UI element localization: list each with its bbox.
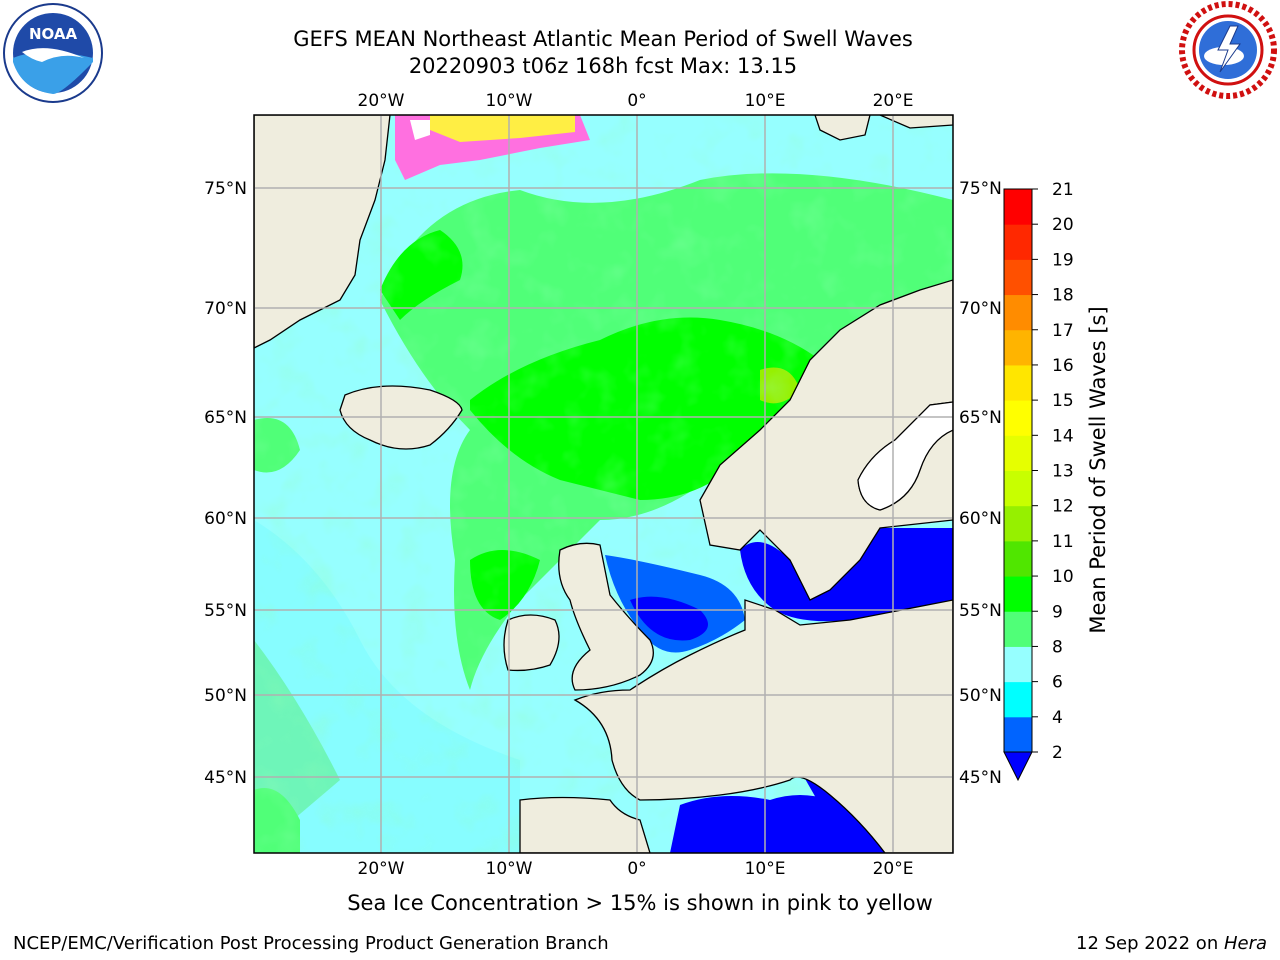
lon-label: 0°	[627, 91, 646, 111]
lat-label: 55°N	[959, 601, 1002, 621]
colorbar-tick-label: 16	[1052, 356, 1074, 376]
footer-machine: Hera	[1223, 933, 1267, 954]
lon-label: 10°W	[486, 859, 533, 879]
lat-label: 65°N	[959, 408, 1002, 428]
lon-label: 10°E	[745, 91, 786, 111]
footer-date: 12 Sep 2022 on Hera	[1076, 933, 1267, 954]
colorbar-tick-label: 9	[1052, 602, 1063, 622]
lon-label: 10°W	[486, 91, 533, 111]
colorbar-segment	[1004, 470, 1032, 507]
lat-label: 45°N	[959, 768, 1002, 788]
lat-label: 55°N	[204, 601, 247, 621]
lat-label: 50°N	[959, 686, 1002, 706]
map-frame	[253, 114, 954, 854]
graticule	[254, 115, 953, 853]
national-weather-service-logo	[1178, 0, 1278, 100]
map-subtitle: 20220903 t06z 168h fcst Max: 13.15	[408, 54, 798, 78]
colorbar-segment	[1004, 576, 1032, 612]
colorbar-segment	[1004, 540, 1032, 577]
north-sea-low-swell	[605, 555, 745, 653]
lon-label: 20°W	[358, 859, 405, 879]
colorbar-extend-arrow	[1003, 751, 1033, 782]
colorbar-tick-label: 12	[1052, 497, 1074, 517]
colorbar-segment	[1004, 505, 1032, 542]
colorbar-segment	[1004, 294, 1032, 331]
ireland	[503, 614, 560, 672]
colorbar-segment	[1004, 224, 1032, 260]
lat-label: 60°N	[959, 509, 1002, 529]
lat-label: 70°N	[959, 299, 1002, 319]
colorbar-tick-label: 2	[1052, 743, 1063, 763]
colorbar-tick-label: 17	[1052, 321, 1074, 341]
lat-label: 75°N	[204, 179, 247, 199]
sea-ice-region	[395, 115, 590, 180]
colorbar-tick-label: 21	[1052, 180, 1074, 200]
colorbar-tick-label: 15	[1052, 391, 1074, 411]
colorbar-segment	[1004, 400, 1032, 436]
svalbard-east	[879, 115, 953, 129]
lat-label: 45°N	[204, 768, 247, 788]
colorbar-segment	[1004, 435, 1032, 471]
colorbar-segment	[1004, 681, 1032, 718]
lon-label: 20°W	[358, 91, 405, 111]
lat-label: 75°N	[959, 179, 1002, 199]
colorbar-tick-label: 20	[1052, 215, 1074, 235]
colorbar-tick-label: 19	[1052, 250, 1074, 270]
noaa-logo: NOAA	[2, 2, 104, 104]
colorbar-tick-label: 18	[1052, 286, 1074, 306]
lon-label: 20°E	[873, 859, 914, 879]
colorbar-tick-label: 13	[1052, 462, 1074, 482]
colorbar-segment	[1004, 611, 1032, 647]
colorbar-segment	[1004, 716, 1032, 753]
colorbar-tick-label: 11	[1052, 532, 1074, 552]
colorbar-tick-label: 10	[1052, 567, 1074, 587]
lat-label: 65°N	[204, 408, 247, 428]
svalbard	[814, 115, 871, 141]
baltic-sea-low-swell	[740, 528, 953, 622]
lat-label: 70°N	[204, 299, 247, 319]
lon-label: 0°	[627, 859, 646, 879]
colorbar-segment	[1004, 189, 1032, 225]
colorbar-tick-label: 8	[1052, 637, 1063, 657]
footer-date-text: 12 Sep 2022 on	[1076, 933, 1224, 954]
lat-label: 60°N	[204, 509, 247, 529]
great-britain	[558, 542, 654, 691]
greenland	[254, 115, 391, 349]
colorbar-segment	[1004, 259, 1032, 296]
svg-text:NOAA: NOAA	[29, 25, 78, 43]
lon-label: 10°E	[745, 859, 786, 879]
lat-label: 50°N	[204, 686, 247, 706]
colorbar-segment	[1004, 364, 1032, 401]
sea-ice-caption: Sea Ice Concentration > 15% is shown in …	[347, 891, 933, 915]
lon-label: 20°E	[873, 91, 914, 111]
colorbar-tick-label: 4	[1052, 708, 1063, 728]
colorbar: 2 4 6 8 9 10 11 12 13 14 15 16 17 18 19 20 21	[1003, 180, 1074, 782]
colorbar-label: Mean Period of Swell Waves [s]	[1086, 306, 1110, 633]
lon-labels-bottom: 20°W 10°W 0° 10°E 20°E	[358, 859, 914, 879]
lon-labels-top: 20°W 10°W 0° 10°E 20°E	[358, 91, 914, 111]
lat-labels-left: 75°N 70°N 65°N 60°N 55°N 50°N 45°N	[204, 179, 247, 788]
colorbar-segment	[1004, 329, 1032, 366]
colorbar-tick-label: 6	[1052, 673, 1063, 693]
map-area	[254, 115, 953, 853]
map-title: GEFS MEAN Northeast Atlantic Mean Period…	[293, 27, 913, 51]
colorbar-segment	[1004, 646, 1032, 683]
scandinavia	[699, 279, 953, 853]
iberia	[519, 796, 651, 853]
footer-organization: NCEP/EMC/Verification Post Processing Pr…	[13, 933, 609, 954]
lat-labels-right: 75°N 70°N 65°N 60°N 55°N 50°N 45°N	[959, 179, 1002, 788]
colorbar-tick-label: 14	[1052, 426, 1074, 446]
europe-mainland	[573, 599, 953, 853]
